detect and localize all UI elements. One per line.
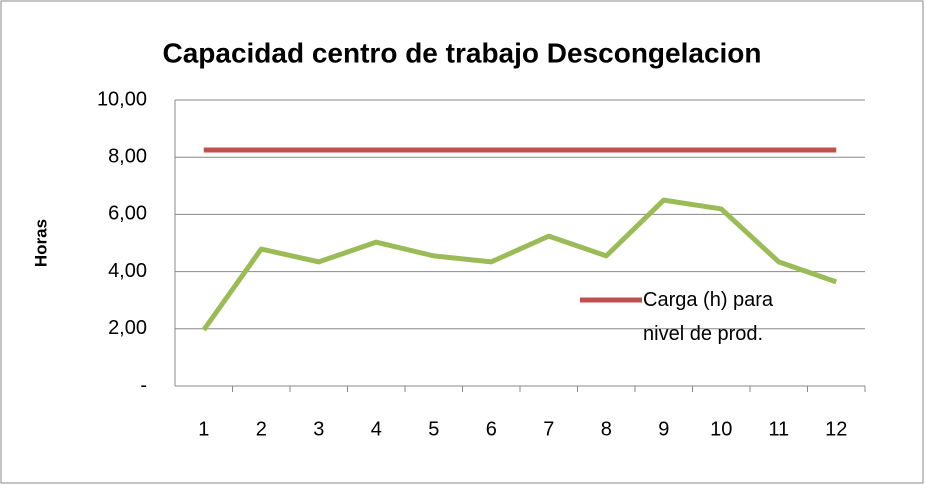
legend-entry: Carga (h) para nivel de prod. <box>643 289 774 345</box>
y-tick-label: 10,00 <box>97 88 147 110</box>
y-tick-label: 4,00 <box>108 260 147 282</box>
x-tick-label: 4 <box>371 418 382 440</box>
chart-title: Capacidad centro de trabajo Descongelaci… <box>162 37 761 68</box>
x-tick-label: 2 <box>256 418 267 440</box>
y-tick-label: 6,00 <box>108 203 147 225</box>
y-axis-label: Horas <box>31 219 50 267</box>
x-tick-label: 5 <box>428 418 439 440</box>
y-tick-label: 2,00 <box>108 317 147 339</box>
x-tick-label: 3 <box>313 418 324 440</box>
x-tick-label: 9 <box>658 418 669 440</box>
x-tick-label: 6 <box>486 418 497 440</box>
x-tick-label: 11 <box>768 418 789 440</box>
y-tick-label: 8,00 <box>108 145 147 167</box>
x-tick-label: 8 <box>601 418 612 440</box>
data-line <box>201 197 838 332</box>
x-tick-label: 12 <box>825 418 847 440</box>
y-tick-label: - <box>140 374 147 396</box>
x-tick-label: 7 <box>543 418 554 440</box>
x-tick-label: 1 <box>198 418 209 440</box>
legend-label: Carga (h) para nivel de prod. <box>643 289 774 345</box>
x-tick-label: 10 <box>710 418 732 440</box>
